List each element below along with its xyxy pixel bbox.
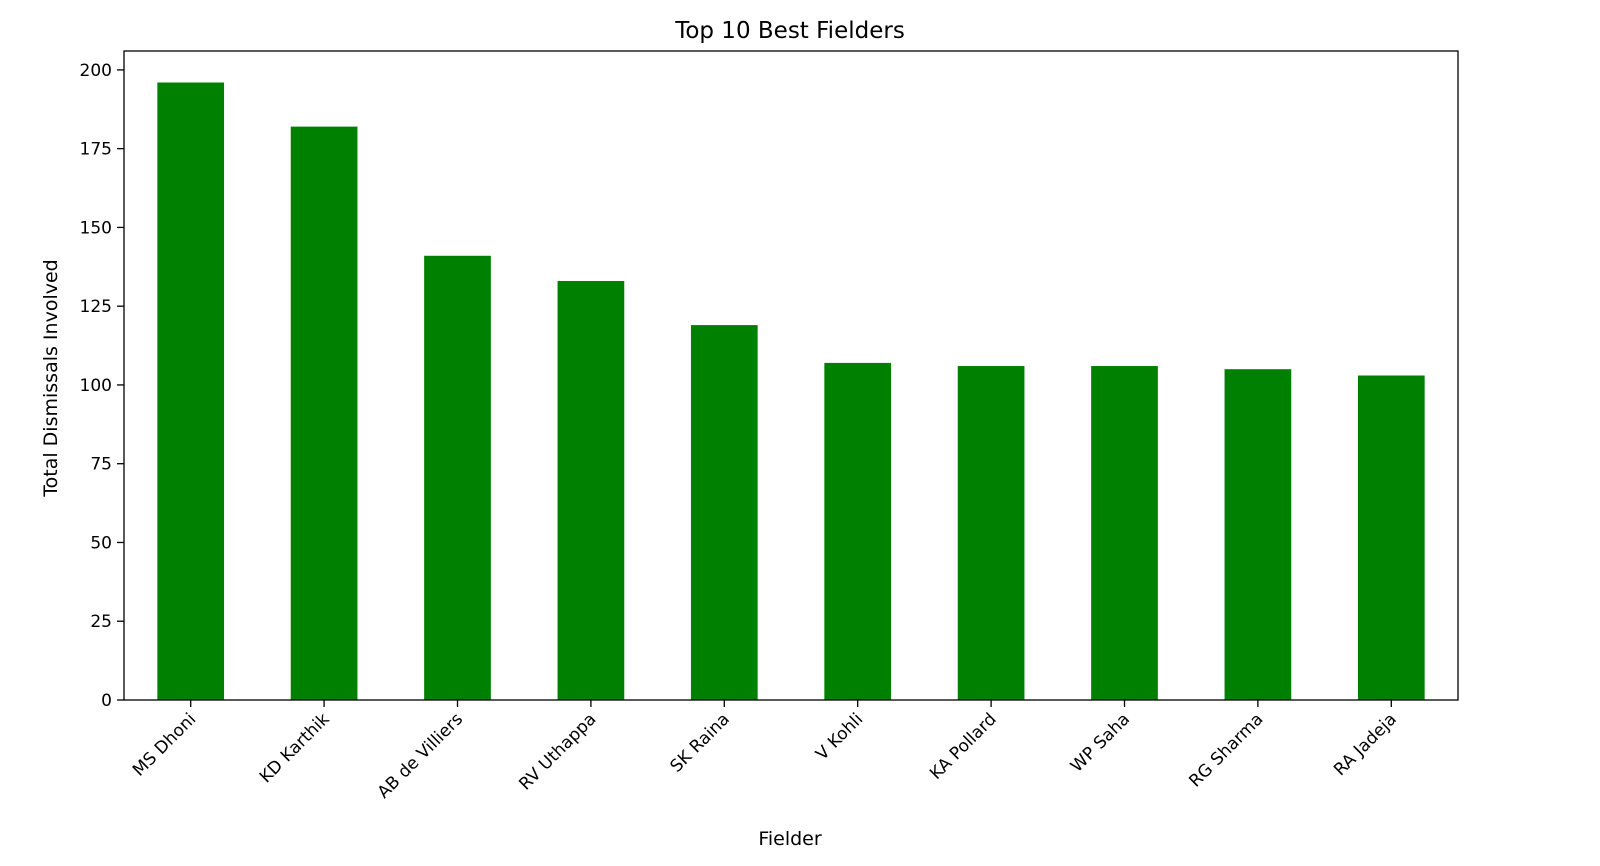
chart-title: Top 10 Best Fielders (674, 18, 905, 44)
x-tick-label: MS Dhoni (129, 709, 200, 780)
x-tick-label: WP Saha (1067, 709, 1134, 776)
x-tick-label: RV Uthappa (515, 709, 600, 794)
x-tick-label: RA Jadeja (1330, 709, 1401, 780)
bar-7 (1091, 366, 1158, 700)
bar-6 (957, 366, 1025, 700)
bar-3 (557, 280, 625, 700)
bar-9 (1357, 375, 1425, 700)
y-tick-label: 25 (90, 612, 112, 632)
y-tick-label: 50 (90, 533, 112, 553)
bar-1 (290, 126, 358, 701)
y-tick-label: 150 (80, 218, 112, 238)
bar-2 (424, 255, 491, 700)
y-tick-label: 175 (80, 140, 112, 160)
x-tick-label: KA Pollard (926, 709, 1000, 783)
x-tick-label: RG Sharma (1185, 709, 1267, 791)
plot-area-frame (123, 50, 1459, 701)
bar-8 (1224, 369, 1292, 700)
x-tick-label: V Kohli (812, 709, 867, 764)
y-tick-label: 125 (80, 297, 112, 317)
y-tick-label: 75 (90, 455, 112, 475)
bars-group (157, 82, 1425, 701)
y-axis: 0 25 50 75 100 125 150 175 200 (80, 61, 124, 711)
y-axis-label: Total Dismissals Involved (40, 259, 62, 497)
x-axis: MS Dhoni KD Karthik AB de Villiers RV Uthap… (129, 700, 1401, 803)
x-tick-label: AB de Villiers (374, 709, 467, 802)
y-tick-label: 200 (80, 61, 112, 81)
x-tick-label: SK Raina (667, 709, 734, 776)
x-tick-label: KD Karthik (256, 709, 334, 787)
y-tick-label: 0 (101, 691, 112, 711)
bar-4 (690, 325, 758, 700)
x-axis-label: Fielder (758, 828, 822, 850)
y-tick-label: 100 (80, 376, 112, 396)
bar-5 (824, 362, 892, 700)
bar-0 (157, 82, 225, 700)
